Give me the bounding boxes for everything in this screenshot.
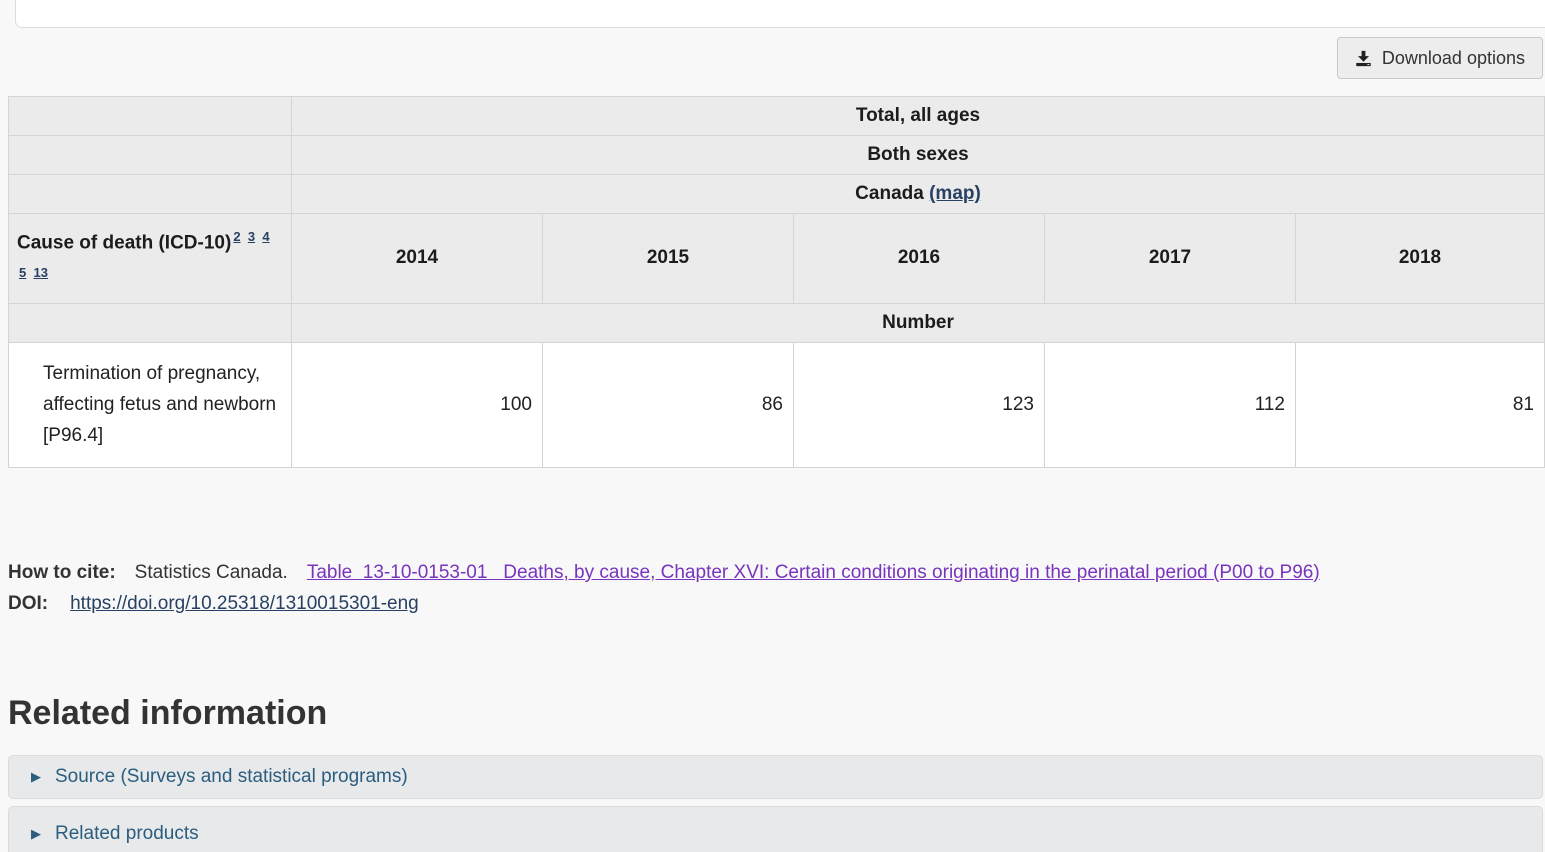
accordion-label-source: Source (Surveys and statistical programs…: [55, 766, 408, 787]
citation-block: How to cite: Statistics Canada. Table 13-1…: [8, 557, 1320, 619]
year-header-2015: 2015: [542, 213, 794, 304]
cause-of-death-label: Cause of death (ICD-10): [17, 232, 232, 254]
download-button-label: Download options: [1381, 47, 1525, 68]
citation-table-link[interactable]: Table 13-10-0153-01 Deaths, by cause, Ch…: [306, 562, 1320, 583]
expand-triangle-icon: ▶: [31, 826, 41, 841]
how-to-cite-line: How to cite: Statistics Canada. Table 13-1…: [8, 557, 1320, 588]
how-to-cite-label: How to cite:: [8, 562, 116, 583]
top-panel-remnant: [15, 0, 1545, 28]
value-2015: 86: [542, 341, 794, 468]
stub-cell: [8, 96, 292, 136]
table-row-geography: Canada (map): [8, 174, 1545, 214]
table-row-unit: Number: [8, 302, 1545, 343]
doi-link[interactable]: https://doi.org/10.25318/1310015301-eng: [70, 593, 419, 614]
doi-label: DOI:: [8, 593, 49, 614]
expand-triangle-icon: ▶: [31, 769, 41, 784]
year-header-2014: 2014: [291, 213, 543, 304]
stub-cell: [8, 135, 292, 175]
map-link[interactable]: (map): [929, 183, 981, 204]
download-options-button[interactable]: Download options: [1336, 37, 1543, 79]
accordion-source-surveys[interactable]: ▶ Source (Surveys and statistical progra…: [8, 755, 1543, 799]
accordion-related-products[interactable]: ▶ Related products: [8, 806, 1543, 852]
footnote-link-3[interactable]: 3: [247, 229, 256, 244]
header-total-all-ages: Total, all ages: [291, 96, 1545, 136]
cause-cell: Termination of pregnancy, affecting fetu…: [8, 341, 292, 468]
footnote-link-5[interactable]: 5: [19, 265, 27, 281]
table-row: Termination of pregnancy, affecting fetu…: [8, 341, 1545, 468]
footnote-link-13[interactable]: 13: [33, 265, 48, 281]
value-2016: 123: [793, 341, 1045, 468]
year-header-2018: 2018: [1295, 213, 1545, 304]
unit-header-number: Number: [291, 302, 1545, 343]
accordion-label-related-products: Related products: [55, 823, 199, 844]
citation-source-text: Statistics Canada.: [134, 562, 288, 583]
value-2018: 81: [1295, 341, 1545, 468]
related-information-heading: Related information: [8, 694, 328, 732]
value-2017: 112: [1044, 341, 1296, 468]
year-header-2017: 2017: [1044, 213, 1296, 304]
stub-cell: [8, 302, 292, 343]
table-row-sexes: Both sexes: [8, 135, 1545, 175]
doi-line: DOI: https://doi.org/10.25318/1310015301-…: [8, 588, 1320, 619]
geo-label: Canada: [855, 183, 930, 204]
year-header-2016: 2016: [793, 213, 1045, 304]
table-row-total-ages: Total, all ages: [8, 96, 1545, 136]
footnote-link-2[interactable]: 2: [233, 229, 241, 244]
table-row-years: Cause of death (ICD-10) 2 3 4 5 13 2014 2…: [8, 213, 1545, 304]
stub-cell: [8, 174, 292, 214]
header-geography: Canada (map): [291, 174, 1545, 214]
value-2014: 100: [291, 341, 543, 468]
download-icon: [1355, 50, 1372, 67]
header-both-sexes: Both sexes: [291, 135, 1545, 175]
row-header-cause-of-death: Cause of death (ICD-10) 2 3 4 5 13: [8, 213, 292, 304]
data-table: Total, all ages Both sexes Canada (map) …: [8, 96, 1545, 468]
footnote-link-4[interactable]: 4: [262, 229, 270, 244]
